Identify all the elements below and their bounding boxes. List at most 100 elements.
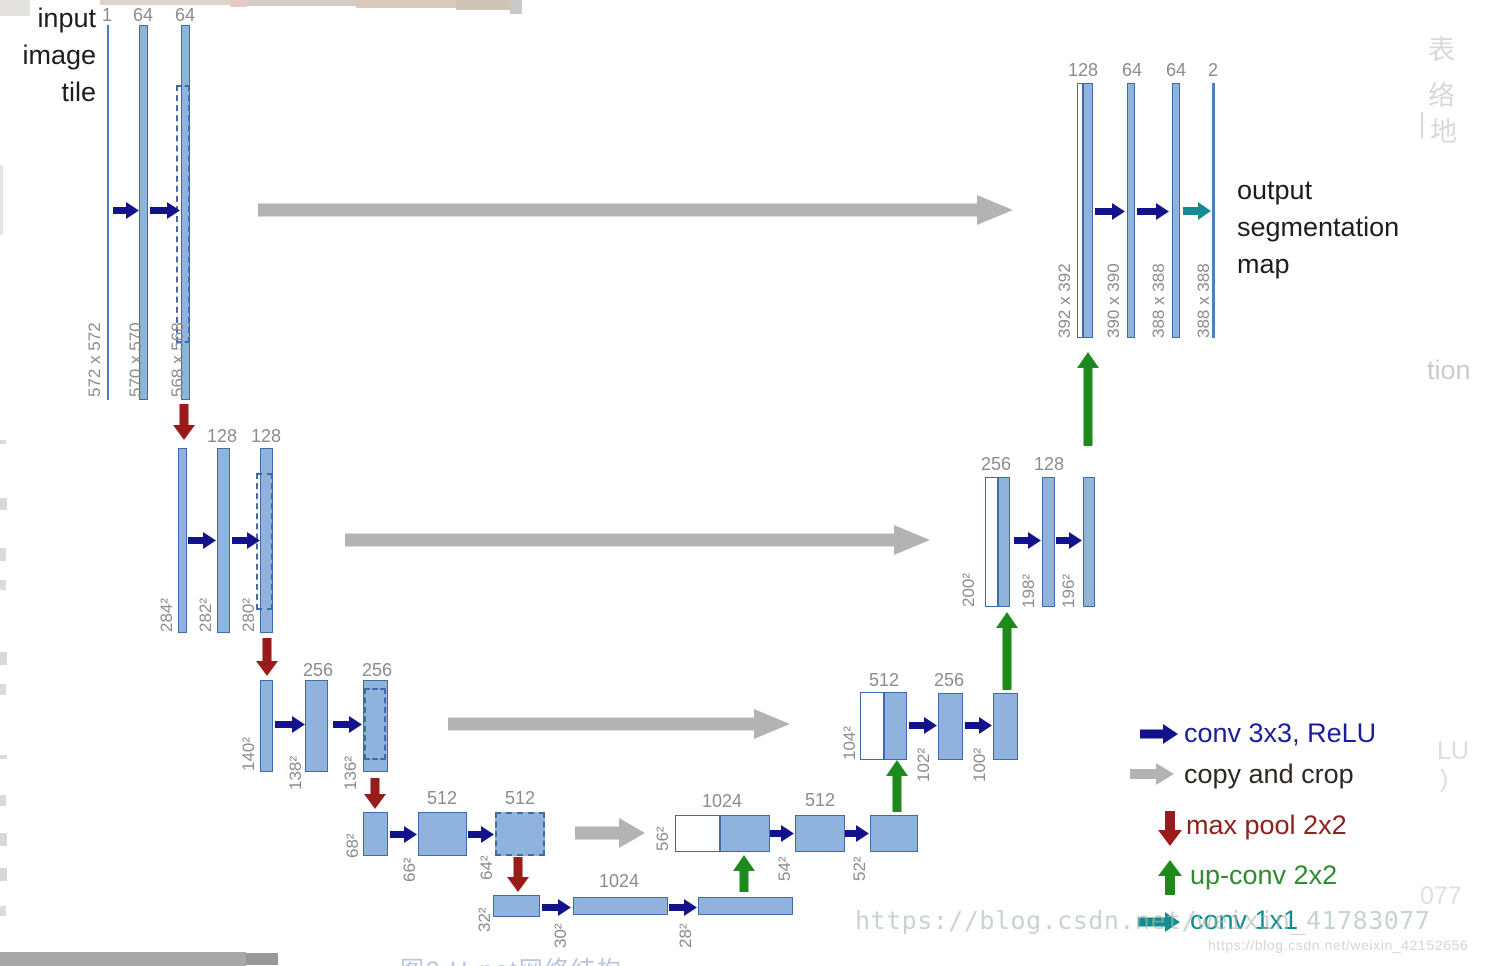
dim-label: 568 x 568 (168, 322, 187, 397)
output-label-line: segmentation (1237, 212, 1400, 242)
conv-arrow-icon (770, 825, 794, 842)
dim-label: 138² (286, 755, 305, 790)
maxpool-arrow-icon (507, 857, 529, 892)
dim-label: 66² (400, 857, 419, 882)
feature-bar (139, 25, 148, 400)
conv-arrow-icon (669, 899, 697, 916)
watermark-fragment: 077 (1420, 882, 1462, 910)
watermark-url-large: https://blog.csdn.net/weixin_41783077 (855, 906, 1431, 935)
copy-arrow-icon (258, 195, 1013, 225)
feature-bar (720, 815, 770, 852)
edge-artifact (100, 0, 230, 5)
conv-arrow-icon (1014, 532, 1041, 549)
edge-artifact (230, 0, 246, 7)
channel-label: 64 (174, 5, 196, 25)
dim-label: 136² (341, 755, 360, 790)
channel-label: 1 (101, 5, 113, 25)
channel-label: 256 (980, 454, 1012, 474)
dim-label: 64² (477, 855, 496, 880)
legend-maxpool-label: max pool 2x2 (1186, 810, 1347, 840)
conv-arrow-icon (232, 532, 260, 549)
watermark-cjk-char: 表 (1428, 35, 1455, 65)
conv-arrow-icon (1095, 203, 1125, 220)
maxpool-arrow-icon (364, 778, 386, 809)
legend-conv-label: conv 3x3, ReLU (1184, 718, 1377, 748)
edge-artifact (0, 952, 246, 966)
conv-arrow-icon (333, 716, 362, 733)
feature-bar (1042, 477, 1055, 607)
feature-bar (217, 448, 230, 633)
dim-label: 28² (676, 923, 695, 948)
edge-artifact (0, 0, 30, 16)
channel-label: 128 (1067, 60, 1099, 80)
dim-label: 102² (914, 747, 933, 782)
input-label-line: tile (61, 77, 96, 107)
output-label-line: map (1237, 249, 1290, 279)
conv1x1-arrow-icon (1138, 912, 1180, 932)
edge-artifact (0, 795, 6, 806)
conv-arrow-icon (542, 899, 571, 916)
watermark-cjk-char: 络 (1428, 81, 1455, 111)
edge-artifact (0, 755, 7, 759)
channel-label: 512 (868, 670, 900, 690)
edge-artifact (0, 652, 7, 665)
conv-arrow-icon (150, 202, 180, 219)
channel-label: 512 (504, 788, 536, 808)
conv-arrow-icon (390, 826, 417, 843)
input-label: input image tile (0, 0, 96, 111)
conv-arrow-icon (113, 202, 139, 219)
crop-dashed-box (364, 688, 386, 760)
conv-arrow-icon (845, 825, 869, 842)
dim-label: 52² (850, 856, 869, 881)
feature-bar (573, 897, 668, 915)
conv-arrow-icon (909, 717, 937, 734)
feature-bar (1083, 477, 1095, 607)
watermark-url-small: https://blog.csdn.net/weixin_42152656 (1208, 937, 1469, 953)
dim-label: 284² (157, 597, 176, 632)
feature-line (107, 25, 109, 400)
edge-artifact (356, 0, 456, 8)
feature-bar (260, 680, 273, 772)
feature-bar (993, 693, 1018, 760)
dim-label: 32² (475, 907, 494, 932)
copied-feature-bar (675, 815, 720, 852)
feature-bar (1083, 83, 1093, 338)
conv-arrow-icon (468, 826, 494, 843)
feature-bar (418, 812, 467, 856)
output-label-line: output (1237, 175, 1313, 205)
maxpool-arrow-icon (256, 638, 278, 676)
feature-bar (493, 895, 540, 917)
feature-bar (795, 815, 845, 852)
dim-label: 388 x 388 (1194, 263, 1213, 338)
channel-label: 64 (132, 5, 154, 25)
channel-label: 64 (1121, 60, 1143, 80)
copy-arrow-icon (575, 818, 645, 848)
conv-arrow-icon (965, 717, 992, 734)
dim-label: 570 x 570 (126, 322, 145, 397)
maxpool-arrow-icon (173, 404, 195, 440)
copied-feature-bar (985, 477, 998, 607)
legend-copy-label: copy and crop (1184, 759, 1354, 789)
channel-label: 256 (302, 660, 334, 680)
legend-upconv-label: up-conv 2x2 (1190, 860, 1338, 890)
copy-arrow-icon (345, 525, 930, 555)
feature-bar (178, 448, 187, 633)
conv-arrow-icon (275, 716, 305, 733)
channel-label: 256 (361, 660, 393, 680)
dim-label: 280² (239, 597, 258, 632)
edge-artifact (0, 833, 7, 846)
legend-conv1x1-label: conv 1x1 (1190, 905, 1299, 935)
upconv-arrow-icon (996, 612, 1018, 690)
maxpool-arrow-icon (1158, 811, 1182, 846)
dim-label: 388 x 388 (1149, 263, 1168, 338)
channel-label: 512 (426, 788, 458, 808)
copy-arrow-icon (1130, 763, 1174, 785)
watermark-fragment: ) (1440, 765, 1449, 793)
channel-label: 256 (933, 670, 965, 690)
dim-label: 30² (551, 923, 570, 948)
copied-feature-bar (860, 692, 884, 760)
upconv-arrow-icon (1077, 352, 1099, 446)
upconv-arrow-icon (1158, 860, 1182, 895)
feature-bar (363, 680, 388, 772)
feature-bar (495, 812, 545, 856)
